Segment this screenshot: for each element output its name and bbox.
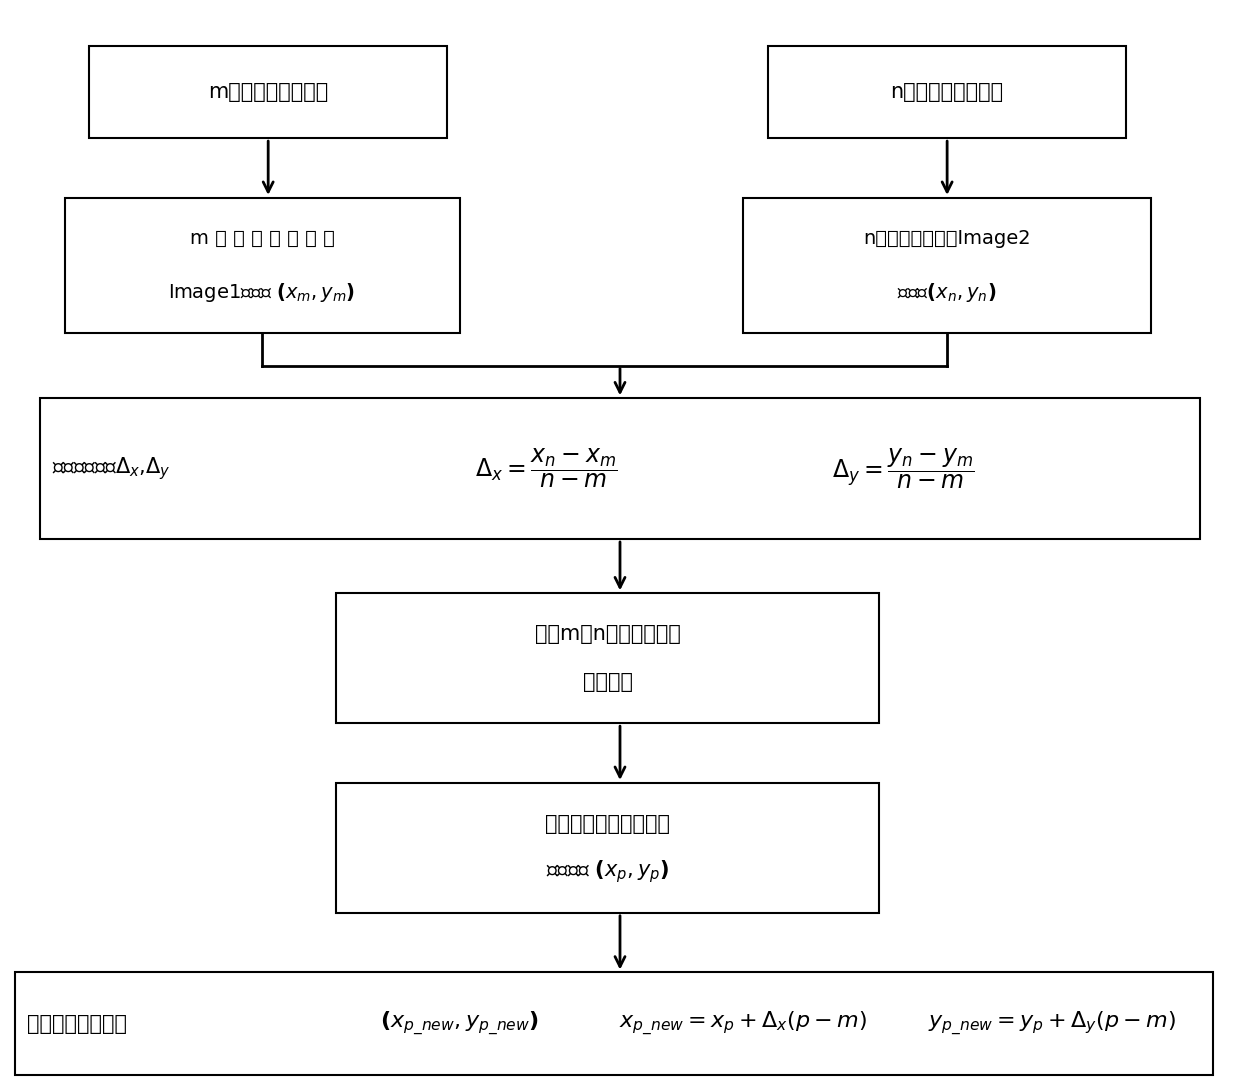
Text: 中心点$\boldsymbol{(x_n, y_n)}$: 中心点$\boldsymbol{(x_n, y_n)}$ (898, 281, 997, 304)
Text: 计算插补参数$\Delta_x$,$\Delta_y$: 计算插补参数$\Delta_x$,$\Delta_y$ (52, 455, 171, 482)
FancyBboxPatch shape (768, 46, 1126, 138)
Text: $x_{p\_new} = x_p + \Delta_x(p - m)$: $x_{p\_new} = x_p + \Delta_x(p - m)$ (619, 1010, 868, 1038)
Text: n层相机采集图像Image2: n层相机采集图像Image2 (863, 229, 1030, 248)
FancyBboxPatch shape (15, 972, 1213, 1076)
Text: 件坐标点: 件坐标点 (583, 672, 632, 693)
Text: m 层 相 机 采 集 图 像: m 层 相 机 采 集 图 像 (190, 229, 335, 248)
Text: 根据第一次手眼标定得: 根据第一次手眼标定得 (546, 815, 670, 834)
Text: $\boldsymbol{(x_{p\_new}, y_{p\_new})}$: $\boldsymbol{(x_{p\_new}, y_{p\_new})}$ (379, 1010, 539, 1038)
Text: 计算插补后的坐标: 计算插补后的坐标 (27, 1014, 128, 1033)
Text: 到的坐标 $\boldsymbol{(x_p, y_p)}$: 到的坐标 $\boldsymbol{(x_p, y_p)}$ (546, 858, 670, 885)
FancyBboxPatch shape (64, 198, 460, 333)
FancyBboxPatch shape (336, 594, 879, 723)
Text: $\Delta_x = \dfrac{x_n - x_m}{n - m}$: $\Delta_x = \dfrac{x_n - x_m}{n - m}$ (475, 446, 618, 490)
FancyBboxPatch shape (336, 783, 879, 913)
Text: m层第一次手眼标定: m层第一次手眼标定 (208, 82, 329, 102)
Text: $\Delta_y = \dfrac{y_n - y_m}{n - m}$: $\Delta_y = \dfrac{y_n - y_m}{n - m}$ (832, 446, 976, 491)
FancyBboxPatch shape (744, 198, 1151, 333)
Text: n层第二次手眼标定: n层第二次手眼标定 (890, 82, 1003, 102)
Text: Image1中心点 $\boldsymbol{(x_m, y_m)}$: Image1中心点 $\boldsymbol{(x_m, y_m)}$ (169, 281, 356, 304)
Text: $y_{p\_new} = y_p + \Delta_y(p - m)$: $y_{p\_new} = y_p + \Delta_y(p - m)$ (928, 1010, 1177, 1038)
FancyBboxPatch shape (89, 46, 448, 138)
FancyBboxPatch shape (40, 399, 1200, 539)
Text: 计算m，n中间层抓取工: 计算m，n中间层抓取工 (534, 624, 681, 645)
